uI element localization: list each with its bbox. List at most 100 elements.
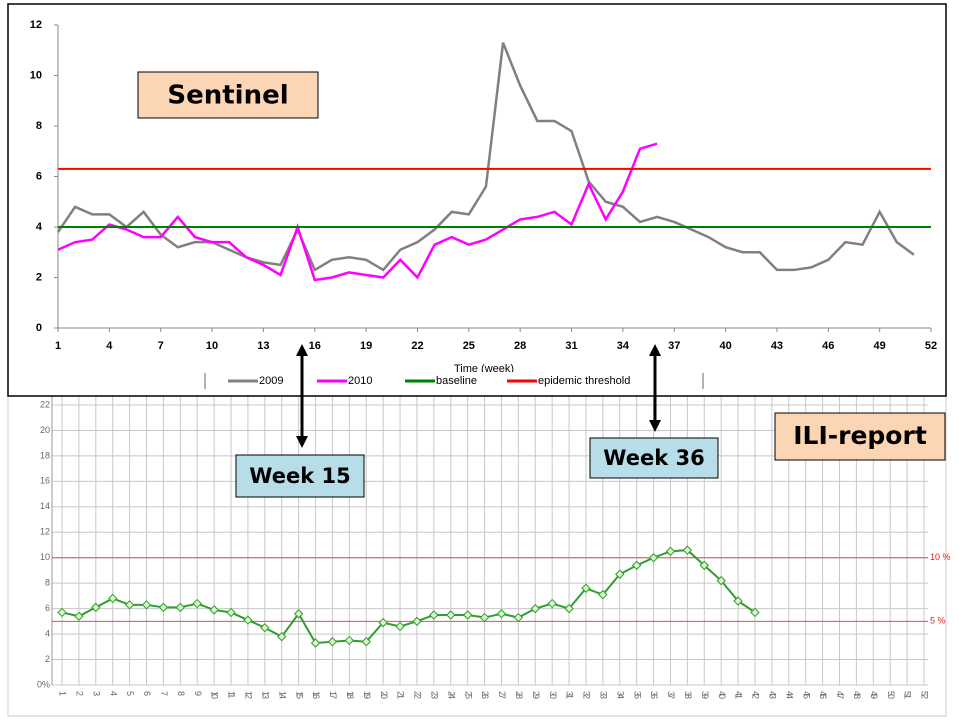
x-tick-label: 33 (598, 691, 608, 699)
y-tick-label: 16 (40, 476, 50, 486)
marker (226, 607, 236, 618)
marker (581, 583, 591, 593)
marker (175, 602, 186, 613)
x-tick-label: 26 (480, 691, 490, 699)
marker (57, 607, 67, 618)
reference-label: 5 % (930, 616, 946, 626)
marker (648, 553, 659, 563)
x-tick-label: 49 (874, 340, 886, 352)
y-tick-label: 8 (36, 120, 42, 132)
annotation: Week 15 (249, 464, 350, 488)
marker (91, 602, 101, 613)
marker (462, 610, 473, 620)
marker (293, 609, 304, 619)
x-tick-label: 50 (886, 691, 896, 699)
marker (547, 598, 557, 609)
x-tick-label: 25 (463, 691, 473, 699)
marker (344, 635, 355, 646)
x-tick-label: 52 (925, 340, 937, 352)
marker (699, 560, 709, 571)
marker (682, 545, 693, 555)
y-tick-label: 14 (40, 501, 50, 511)
x-axis-label: Time (week) (454, 363, 514, 375)
marker (158, 602, 169, 613)
x-tick-label: 9 (193, 691, 203, 696)
x-tick-label: 49 (869, 691, 879, 699)
x-tick-label: 42 (751, 691, 761, 699)
x-tick-label: 51 (903, 691, 913, 699)
annotation: Sentinel (167, 81, 288, 111)
x-tick-label: 37 (668, 340, 680, 352)
x-tick-label: 27 (497, 691, 507, 699)
y-tick-label: 6 (45, 603, 50, 613)
x-tick-label: 31 (565, 691, 575, 699)
marker (124, 600, 135, 610)
annotation: ILI-report (793, 421, 927, 450)
marker (107, 593, 118, 604)
y-tick-label: 6 (36, 170, 42, 182)
x-tick-label: 21 (396, 691, 406, 699)
x-tick-label: 12 (244, 691, 254, 699)
x-tick-label: 5 (125, 691, 135, 696)
marker (260, 623, 270, 633)
legend-label: 2010 (348, 375, 372, 387)
marker (310, 638, 321, 648)
marker (750, 607, 760, 618)
x-tick-label: 39 (700, 691, 710, 699)
x-tick-label: 22 (411, 340, 423, 352)
x-tick-label: 3 (91, 691, 101, 696)
marker (446, 610, 456, 620)
x-tick-label: 48 (852, 691, 862, 699)
x-tick-label: 43 (768, 691, 778, 699)
x-tick-label: 29 (531, 691, 541, 699)
x-tick-label: 46 (822, 340, 834, 352)
label-box (589, 437, 719, 479)
x-tick-label: 45 (801, 691, 811, 699)
reference-label: 10 % (930, 552, 951, 562)
x-tick-label: 30 (548, 691, 558, 699)
marker (564, 603, 574, 614)
label-box (774, 412, 946, 461)
ili-chart: 1 2 3 4 5 6 7 8 9 10 11 12 13 14 15 16 17 18 19 20 21 22 23 24 2… (37, 330, 951, 699)
x-tick-label: 14 (277, 691, 287, 699)
x-tick-label: 7 (158, 340, 164, 352)
marker (513, 612, 524, 623)
x-tick-label: 34 (615, 691, 625, 699)
x-tick-label: 46 (818, 691, 828, 699)
x-tick-label: 4 (106, 340, 113, 352)
y-tick-label: 20 (40, 425, 50, 435)
x-tick-label: 44 (784, 691, 794, 699)
x-tick-label: 36 (649, 691, 659, 699)
y-tick-label: 18 (40, 450, 50, 460)
series-line (56, 42, 915, 272)
legend-label: epidemic threshold (538, 375, 630, 387)
y-tick-label: 10 (30, 69, 42, 81)
x-tick-label: 40 (717, 691, 727, 699)
x-tick-label: 23 (429, 691, 439, 699)
marker (74, 611, 84, 621)
marker (429, 610, 439, 620)
marker (277, 631, 287, 642)
y-tick-label: 22 (40, 399, 50, 409)
x-tick-label: 17 (328, 691, 338, 699)
x-tick-label: 28 (514, 691, 524, 699)
x-tick-label: 19 (360, 340, 372, 352)
x-tick-label: 16 (309, 340, 321, 352)
marker (361, 637, 371, 647)
x-tick-label: 16 (311, 691, 321, 699)
x-tick-label: 1 (58, 691, 68, 696)
series-line (57, 142, 658, 282)
x-tick-label: 38 (683, 691, 693, 699)
x-tick-label: 13 (260, 691, 270, 699)
x-tick-label: 11 (227, 691, 237, 698)
x-tick-label: 35 (632, 691, 642, 699)
x-tick-label: 4 (108, 691, 118, 696)
x-tick-label: 8 (176, 691, 186, 696)
marker (327, 637, 338, 647)
x-tick-label: 25 (463, 340, 475, 352)
marker (631, 560, 642, 571)
x-tick-label: 37 (666, 691, 676, 699)
legend-label: 2009 (259, 375, 283, 387)
